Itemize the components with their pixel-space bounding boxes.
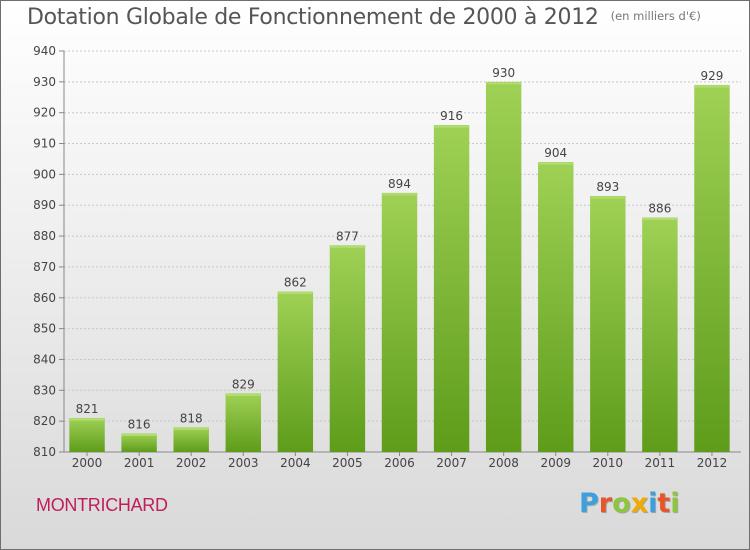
bar-highlight [590, 196, 626, 199]
x-tick-label: 2004 [280, 456, 311, 470]
bar-highlight [330, 245, 365, 248]
data-label: 929 [701, 69, 724, 83]
x-tick-label: 2001 [124, 456, 155, 470]
bar [642, 217, 678, 452]
y-tick-label: 910 [33, 137, 56, 151]
bar-highlight [434, 125, 469, 128]
data-label: 816 [128, 417, 151, 431]
bar [277, 291, 314, 452]
x-tick-label: 2000 [72, 456, 103, 470]
logo-letter: P [579, 488, 599, 519]
logo-letter: x [630, 488, 649, 519]
y-tick-label: 870 [33, 260, 56, 274]
x-tick-label: 2003 [228, 456, 259, 470]
data-label: 829 [232, 377, 255, 391]
data-label: 893 [596, 180, 619, 194]
y-tick-label: 920 [33, 106, 56, 120]
logo-letter: i [648, 488, 658, 519]
y-tick-label: 860 [33, 291, 56, 305]
bar-highlight [642, 218, 678, 221]
x-tick-label: 2009 [540, 456, 571, 470]
x-tick-label: 2010 [593, 456, 624, 470]
bar [329, 245, 366, 452]
logo-letter: o [612, 488, 631, 519]
logo-letter: i [670, 488, 680, 519]
bar-highlight [486, 82, 521, 85]
bar [590, 195, 626, 452]
commune-name: MONTRICHARD [36, 495, 168, 515]
y-tick-label: 850 [33, 322, 56, 336]
data-label: 877 [336, 229, 359, 243]
bar [538, 162, 574, 453]
data-label: 818 [180, 411, 203, 425]
bar-highlight [226, 393, 261, 396]
bar-highlight [69, 418, 105, 421]
x-tick-label: 2012 [697, 456, 728, 470]
y-tick-label: 890 [33, 198, 56, 212]
data-label: 930 [492, 66, 515, 80]
x-tick-label: 2007 [436, 456, 467, 470]
bar-highlight [382, 193, 417, 196]
bar [173, 427, 209, 452]
data-label: 916 [440, 109, 463, 123]
x-tick-label: 2006 [384, 456, 415, 470]
y-tick-label: 810 [33, 445, 56, 459]
logo-letter: t [657, 488, 671, 519]
data-label: 904 [544, 146, 567, 160]
bar-highlight [694, 85, 730, 88]
y-tick-label: 940 [33, 44, 56, 58]
data-label: 862 [284, 276, 307, 290]
x-tick-label: 2011 [645, 456, 676, 470]
y-tick-label: 900 [33, 167, 56, 181]
bar [694, 84, 730, 452]
logo-letter: r [598, 488, 613, 519]
bar [485, 81, 522, 452]
data-label: 821 [76, 402, 99, 416]
y-tick-label: 880 [33, 229, 56, 243]
data-label: 894 [388, 177, 411, 191]
proxiti-logo: Proxiti [579, 488, 680, 519]
chart-unit: (en milliers d'€) [610, 9, 701, 23]
y-tick-label: 840 [33, 352, 56, 366]
bar [69, 418, 105, 452]
bar [381, 192, 418, 452]
bar-highlight [278, 292, 313, 295]
bar-highlight [121, 433, 157, 436]
bar-highlight [538, 162, 573, 165]
y-tick-label: 830 [33, 383, 56, 397]
bar [121, 433, 157, 452]
y-tick-label: 930 [33, 75, 56, 89]
bar [433, 125, 470, 453]
chart-title-text: Dotation Globale de Fonctionnement de 20… [27, 5, 599, 30]
data-label: 886 [648, 202, 671, 216]
x-tick-label: 2008 [488, 456, 519, 470]
bar [225, 393, 261, 452]
chart-title: Dotation Globale de Fonctionnement de 20… [27, 5, 701, 30]
x-tick-label: 2005 [332, 456, 363, 470]
y-tick-label: 820 [33, 414, 56, 428]
bar-highlight [173, 427, 209, 430]
x-tick-label: 2002 [176, 456, 207, 470]
